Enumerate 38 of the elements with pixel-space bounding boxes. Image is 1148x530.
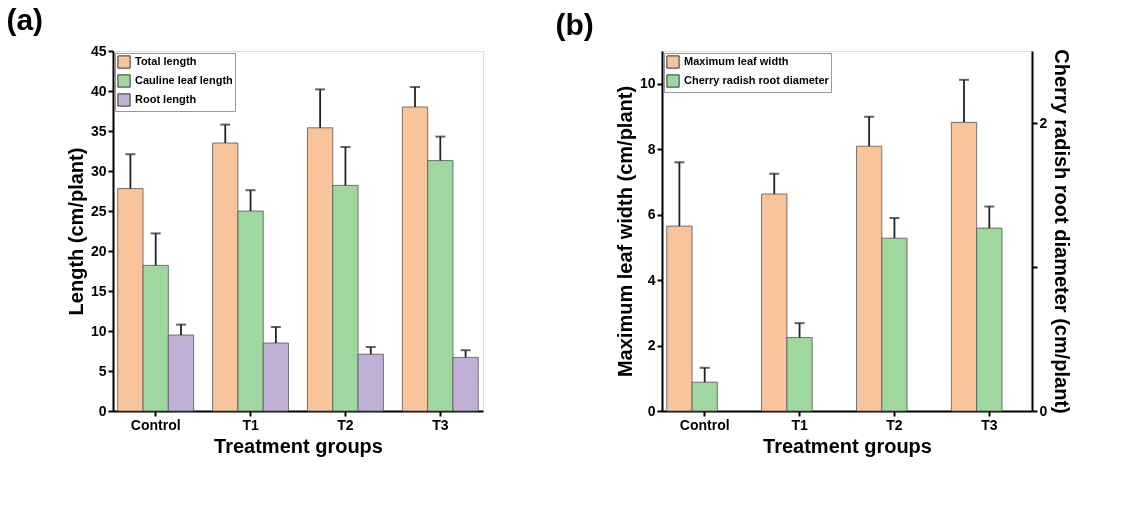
legend-label: Root length [135, 93, 197, 105]
legend-label: Total length [135, 55, 197, 67]
x-axis-title: Treatment groups [214, 434, 383, 457]
x-tick-label: Control [679, 416, 730, 433]
y-tick-label: 4 [647, 271, 656, 288]
y-tick-label: 6 [647, 206, 656, 223]
y-tick-label: 2 [647, 337, 656, 354]
y2-tick-label: 0 [1039, 402, 1048, 419]
x-axis-title: Treatment groups [763, 434, 932, 457]
x-tick-label: T2 [337, 416, 354, 433]
y-tick-label: 8 [647, 140, 656, 157]
y-tick-label: 0 [98, 402, 107, 419]
y-tick-label: 15 [90, 282, 107, 299]
legend-label: Maximum leaf width [684, 55, 789, 67]
x-tick-label: T1 [791, 416, 808, 433]
y2-axis-title: Cherry radish root diameter (cm/plant) [1051, 49, 1074, 414]
y-tick-label: 30 [90, 162, 107, 179]
y-tick-label: 10 [639, 75, 656, 92]
x-tick-label: T1 [242, 416, 259, 433]
y-tick-label: 0 [647, 402, 656, 419]
x-tick-label: T3 [981, 416, 998, 433]
x-tick-label: T3 [432, 416, 449, 433]
y-tick-label: 20 [90, 242, 107, 259]
y-tick-label: 25 [90, 202, 107, 219]
y2-tick-label: 2 [1039, 114, 1048, 131]
x-tick-label: T2 [886, 416, 903, 433]
y-axis-title: Maximum leaf width (cm/plant) [613, 85, 636, 378]
y-tick-label: 45 [90, 42, 107, 59]
chart-title: (a) [6, 3, 44, 36]
chart-title: (b) [555, 7, 594, 41]
y-axis-title: Length (cm/plant) [64, 147, 87, 316]
y-tick-label: 40 [90, 82, 107, 99]
y-tick-label: 10 [90, 322, 107, 339]
legend-label: Cauline leaf length [135, 74, 234, 86]
y-tick-label: 35 [90, 122, 107, 139]
x-tick-label: Control [130, 416, 181, 433]
legend-label: Cherry radish root diameter [684, 74, 830, 86]
y-tick-label: 5 [98, 362, 107, 379]
